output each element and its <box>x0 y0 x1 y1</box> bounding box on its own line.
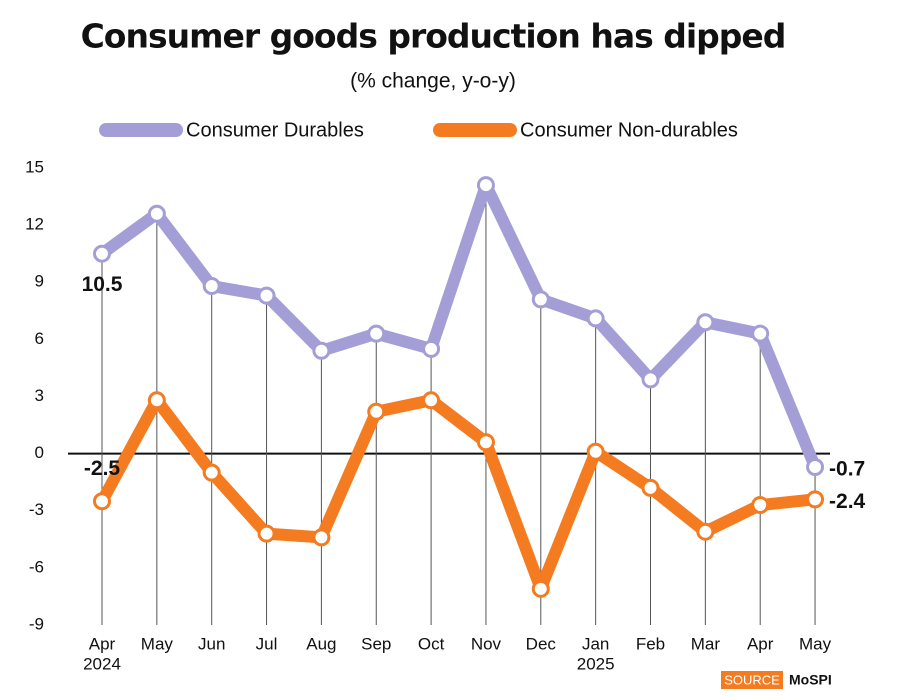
data-label: -0.7 <box>829 458 865 481</box>
series-line <box>96 394 822 595</box>
x-tick-label: Apr <box>747 634 774 653</box>
point <box>696 522 715 541</box>
y-tick-label: 3 <box>35 386 44 405</box>
point <box>147 391 166 410</box>
point <box>696 313 715 332</box>
y-tick-label: -3 <box>29 500 44 519</box>
point <box>422 391 441 410</box>
point <box>202 463 221 482</box>
x-tick-label: Sep <box>361 634 391 653</box>
legend-label: Consumer Durables <box>186 119 364 141</box>
x-tick-label: Jan <box>582 634 609 653</box>
y-tick-label: 6 <box>35 329 44 348</box>
legend: Consumer Durables Consumer Non-durables <box>99 119 738 141</box>
point <box>476 176 495 195</box>
data-label: -2.5 <box>84 457 121 480</box>
x-year-label: 2025 <box>577 654 615 673</box>
y-tick-label: -9 <box>29 614 44 633</box>
point <box>806 457 825 476</box>
source-label: SOURCE <box>724 672 780 687</box>
x-tick-label: Apr <box>89 634 116 653</box>
x-tick-label: Feb <box>636 634 665 653</box>
point <box>531 290 550 309</box>
chart-subtitle: (% change, y-o-y) <box>350 70 516 93</box>
x-tick-label: Jul <box>256 634 278 653</box>
y-tick-label: 15 <box>25 157 44 176</box>
point <box>93 244 111 263</box>
x-tick-label: May <box>141 634 174 653</box>
y-tick-label: 9 <box>35 272 44 291</box>
y-tick-label: -6 <box>29 557 44 576</box>
point <box>367 324 386 343</box>
point <box>312 528 331 547</box>
point <box>257 524 276 543</box>
point <box>586 309 605 328</box>
point <box>641 370 660 389</box>
point <box>312 341 331 360</box>
x-tick-label: Oct <box>418 634 445 653</box>
source-badge <box>721 671 783 689</box>
data-label: 10.5 <box>82 273 123 296</box>
point <box>476 433 495 452</box>
y-tick-label: 0 <box>35 443 44 462</box>
x-tick-label: Dec <box>526 634 557 653</box>
x-tick-label: Aug <box>306 634 336 653</box>
chart-title: Consumer goods production has dipped <box>81 17 786 56</box>
x-tick-label: May <box>799 634 832 653</box>
data-label: -2.4 <box>829 490 866 513</box>
point <box>202 277 221 296</box>
source: MoSPI <box>789 672 832 688</box>
x-tick-label: Jun <box>198 634 225 653</box>
x-tick-label: Mar <box>691 634 721 653</box>
x-year-label: 2024 <box>83 654 121 673</box>
point <box>751 496 770 515</box>
point <box>93 492 111 511</box>
series-line <box>96 179 822 473</box>
point <box>147 204 166 223</box>
y-tick-label: 12 <box>25 215 44 234</box>
point <box>586 442 605 461</box>
point <box>367 402 386 421</box>
point <box>531 579 550 598</box>
point <box>751 324 770 343</box>
point <box>806 490 825 509</box>
plot: 10.5 -0.7 -2.5 -2.4 <box>82 176 866 598</box>
x-tick-label: Nov <box>471 634 502 653</box>
legend-label: Consumer Non-durables <box>520 119 738 141</box>
point <box>422 339 441 358</box>
point <box>641 478 660 497</box>
point <box>257 286 276 305</box>
